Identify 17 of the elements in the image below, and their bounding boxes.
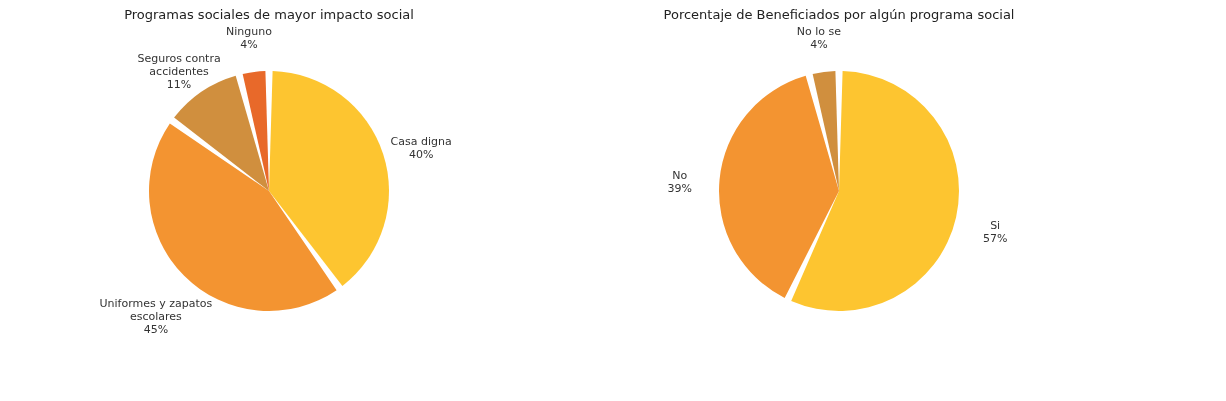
slice-label: No lo se [796,25,842,39]
slice-label: Ninguno [225,25,273,39]
slice-label: Casa digna [390,134,452,148]
data-label: 57% [982,231,1008,245]
slice-label: Uniformes y zapatos escolares [99,297,213,324]
chart-title: Porcentaje de Beneficiados por algún programa social [663,7,1015,23]
data-label: 4% [810,38,828,52]
slice-label: Si [990,218,1001,232]
data-label: 39% [667,181,692,195]
pie-slice [269,71,389,286]
slice-label: Seguros contra accidentes [137,51,221,78]
data-label: 11% [166,77,192,91]
data-label: 40% [408,147,434,161]
data-label: 4% [240,38,258,52]
chart-title: Programas sociales de mayor impacto social [124,7,414,23]
data-label: 45% [143,323,169,337]
slice-label: No [672,168,688,182]
